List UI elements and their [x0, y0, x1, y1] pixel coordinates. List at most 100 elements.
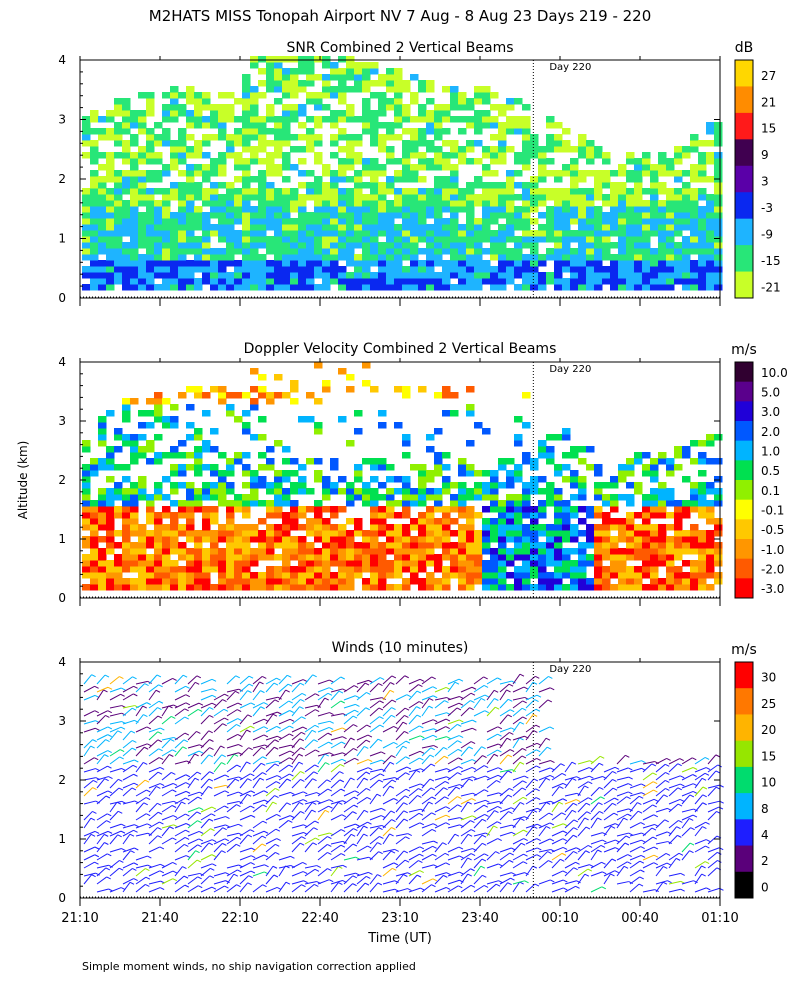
data-cell — [578, 224, 587, 231]
data-cell — [194, 218, 203, 225]
data-cell — [610, 266, 619, 273]
data-cell — [538, 176, 547, 183]
data-cell — [610, 278, 619, 285]
wind-barb-flag — [274, 795, 279, 798]
data-cell — [186, 272, 195, 279]
data-cell — [450, 212, 459, 219]
wind-barb-flag — [173, 824, 178, 828]
wind-barb-flag — [274, 763, 280, 767]
data-cell — [410, 194, 419, 201]
data-cell — [266, 206, 275, 213]
data-cell — [210, 134, 219, 141]
data-cell — [690, 494, 699, 501]
data-cell — [378, 272, 387, 279]
wind-barb-flag — [407, 833, 412, 837]
data-cell — [618, 578, 627, 585]
wind-barb — [408, 812, 420, 821]
wind-barb-flag — [130, 730, 136, 734]
data-cell — [170, 566, 179, 573]
data-cell — [586, 152, 595, 159]
data-cell — [154, 248, 163, 255]
data-cell — [618, 224, 627, 231]
data-cell — [266, 56, 275, 63]
data-cell — [402, 284, 411, 291]
wind-barb-flag — [182, 674, 188, 678]
data-cell — [314, 212, 323, 219]
data-cell — [506, 206, 515, 213]
data-cell — [666, 254, 675, 261]
wind-barb-flag — [289, 718, 295, 722]
wind-barb-flag — [224, 717, 229, 721]
data-cell — [370, 110, 379, 117]
data-cell — [162, 164, 171, 171]
data-cell — [506, 260, 515, 267]
data-cell — [466, 572, 475, 579]
data-cell — [426, 98, 435, 105]
wind-barb — [343, 757, 355, 765]
data-cell — [242, 86, 251, 93]
data-cell — [562, 212, 571, 219]
wind-barb — [382, 707, 392, 717]
wind-barb — [109, 834, 119, 845]
data-cell — [202, 584, 211, 591]
data-cell — [714, 572, 723, 579]
data-cell — [130, 140, 139, 147]
data-cell — [130, 248, 139, 255]
wind-barb — [174, 837, 186, 845]
footnote: Simple moment winds, no ship navigation … — [82, 960, 416, 973]
data-cell — [218, 548, 227, 555]
data-cell — [610, 554, 619, 561]
wind-barb-flag — [197, 796, 203, 800]
data-cell — [490, 230, 499, 237]
data-cell — [306, 566, 315, 573]
data-cell — [426, 518, 435, 525]
data-cell — [410, 560, 419, 567]
wind-barb-flag — [107, 726, 113, 730]
data-cell — [410, 464, 419, 471]
data-cell — [602, 512, 611, 519]
data-cell — [474, 194, 483, 201]
wind-barb — [226, 823, 239, 829]
wind-barb-flag — [365, 771, 371, 775]
wind-barb — [239, 761, 247, 773]
data-cell — [122, 476, 131, 483]
data-cell — [666, 542, 675, 549]
wind-barb — [161, 805, 173, 813]
data-cell — [258, 236, 267, 243]
data-cell — [706, 158, 715, 165]
data-cell — [642, 164, 651, 171]
data-cell — [570, 578, 579, 585]
data-cell — [402, 230, 411, 237]
data-cell — [546, 140, 555, 147]
data-cell — [410, 98, 419, 105]
data-cell — [242, 194, 251, 201]
wind-barb-flag — [403, 850, 409, 854]
data-cell — [546, 434, 555, 441]
data-cell — [362, 560, 371, 567]
colorbar-units: dB — [735, 40, 754, 56]
wind-barb — [265, 813, 277, 821]
data-cell — [426, 494, 435, 501]
wind-barb-flag — [432, 734, 438, 738]
data-cell — [658, 524, 667, 531]
data-cell — [690, 200, 699, 207]
data-cell — [226, 218, 235, 225]
data-cell — [362, 482, 371, 489]
wind-barb — [200, 694, 213, 701]
wind-barb — [408, 783, 421, 789]
wind-barb-flag — [276, 838, 281, 842]
data-cell — [570, 584, 579, 591]
wind-barb-flag — [445, 862, 451, 866]
data-cell — [354, 278, 363, 285]
data-cell — [442, 566, 451, 573]
data-cell — [650, 524, 659, 531]
data-cell — [226, 146, 235, 153]
data-cell — [370, 170, 379, 177]
data-cell — [658, 164, 667, 171]
data-cell — [258, 530, 267, 537]
data-cell — [626, 284, 635, 291]
data-cell — [114, 428, 123, 435]
data-cell — [466, 182, 475, 189]
data-cell — [122, 140, 131, 147]
